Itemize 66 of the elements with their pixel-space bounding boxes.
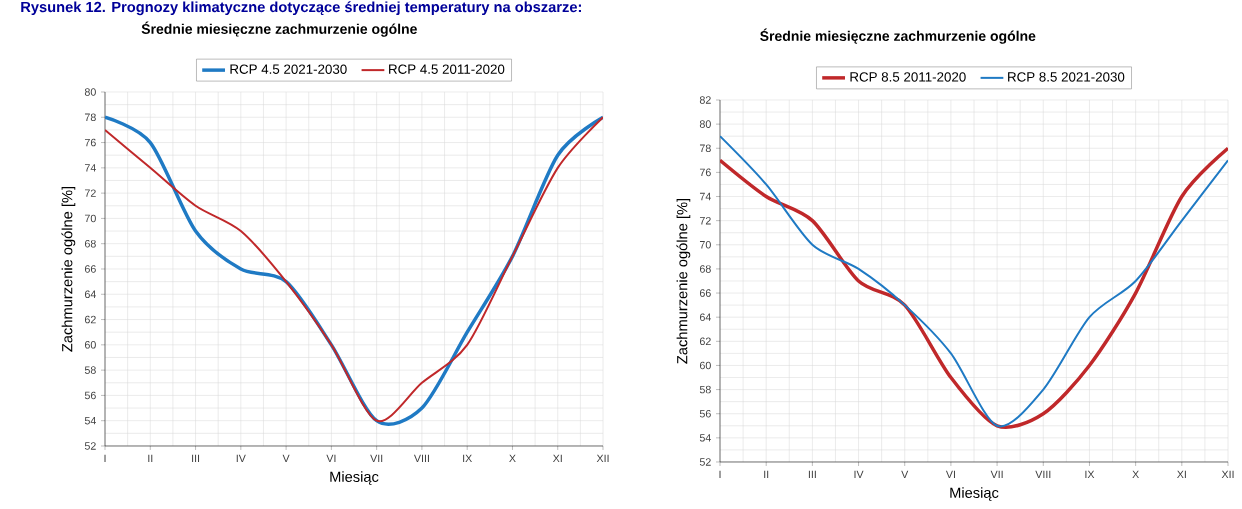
y-tick-label: 64 xyxy=(84,290,96,299)
y-tick-label: 80 xyxy=(84,88,96,96)
x-tick-label: IX xyxy=(463,454,472,463)
x-tick-label: III xyxy=(808,470,816,479)
y-tick-label: 72 xyxy=(84,189,96,197)
y-tick-label: 82 xyxy=(699,96,711,104)
x-axis-title: Miesiąc xyxy=(330,471,379,485)
y-tick-label: 78 xyxy=(84,113,96,122)
y-tick-label: 54 xyxy=(699,434,711,442)
y-tick-label: 74 xyxy=(699,192,711,201)
y-tick-label: 60 xyxy=(699,361,711,370)
x-tick-label: XI xyxy=(552,454,562,463)
y-tick-label: 54 xyxy=(84,416,96,425)
x-tick-label: XII xyxy=(1221,470,1234,479)
x-tick-label: VI xyxy=(326,454,336,463)
y-tick-label: 56 xyxy=(84,391,96,400)
x-tick-label: V xyxy=(282,454,290,463)
y-tick-label: 70 xyxy=(699,241,711,249)
x-tick-label: I xyxy=(719,470,721,479)
x-tick-label: I xyxy=(104,454,106,463)
x-tick-label: II xyxy=(148,454,153,463)
legend-label: RCP 8.5 2021-2030 xyxy=(1008,72,1125,82)
y-tick-label: 72 xyxy=(699,216,711,225)
y-tick-label: 58 xyxy=(84,366,96,374)
x-axis-title: Miesiąc xyxy=(950,487,999,501)
x-tick-label: IV xyxy=(236,454,246,463)
y-tick-label: 76 xyxy=(84,138,96,147)
y-tick-label: 62 xyxy=(699,337,711,346)
x-tick-label: VI xyxy=(945,470,955,479)
y-tick-label: 58 xyxy=(699,385,711,394)
x-tick-label: III xyxy=(192,454,200,463)
x-tick-label: IX xyxy=(1085,470,1095,479)
x-tick-label: VII xyxy=(990,470,1003,479)
y-axis-title: Zachmurzenie ogólne [%] xyxy=(61,186,76,352)
chart-title: Średnie miesięczne zachmurzenie ogólne xyxy=(141,21,417,37)
y-tick-label: 60 xyxy=(84,341,96,349)
y-tick-label: 56 xyxy=(699,409,711,418)
y-tick-label: 52 xyxy=(84,442,96,450)
y-tick-label: 66 xyxy=(699,289,711,297)
y-tick-label: 64 xyxy=(699,313,711,321)
y-tick-label: 52 xyxy=(699,458,711,466)
y-tick-label: 68 xyxy=(84,239,96,248)
y-tick-label: 80 xyxy=(699,120,711,128)
y-tick-label: 74 xyxy=(84,164,96,172)
x-tick-label: X xyxy=(1132,470,1139,479)
x-tick-label: X xyxy=(509,454,516,463)
y-tick-label: 78 xyxy=(699,144,711,153)
text: Rysunek 12. Prognozy klimatyczne dotyczące średniej temperatury na obszarze: xyxy=(21,1,581,16)
chart-title: Średnie miesięczne zachmurzenie ogólne xyxy=(760,28,1036,44)
y-tick-label: 70 xyxy=(84,214,96,223)
y-axis-title: Zachmurzenie ogólne [%] xyxy=(676,198,691,364)
y-tick-label: 68 xyxy=(699,265,711,273)
x-tick-label: VII xyxy=(370,454,383,463)
x-tick-label: XII xyxy=(596,454,609,463)
x-tick-label: VIII xyxy=(413,454,429,463)
y-tick-label: 76 xyxy=(699,168,711,177)
y-tick-label: 62 xyxy=(84,315,96,324)
legend-label: RCP 4.5 2021-2030 xyxy=(230,64,347,74)
x-tick-label: II xyxy=(764,470,769,479)
legend-label: RCP 4.5 2011-2020 xyxy=(389,64,505,74)
x-tick-label: VIII xyxy=(1035,470,1051,479)
x-tick-label: XI xyxy=(1177,470,1186,479)
y-tick-label: 66 xyxy=(84,265,96,273)
x-tick-label: IV xyxy=(854,470,864,479)
legend-label: RCP 8.5 2011-2020 xyxy=(850,72,966,82)
x-tick-label: V xyxy=(901,470,909,479)
